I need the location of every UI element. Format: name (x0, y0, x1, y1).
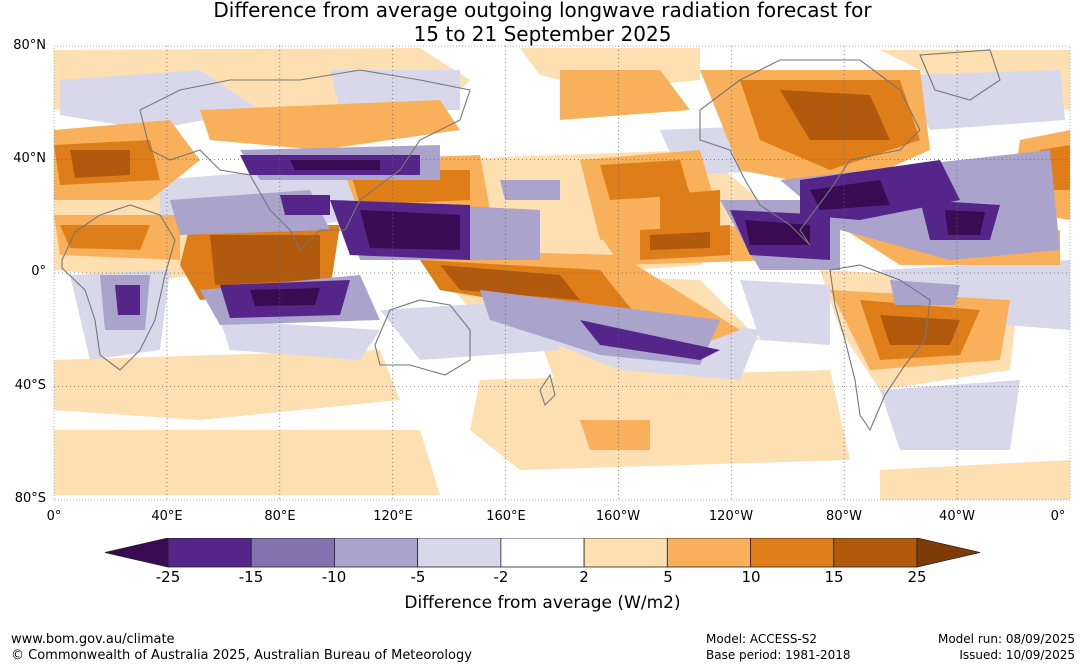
model-run-date: Model run: 08/09/2025 (937, 632, 1075, 646)
africa-coastline (61, 204, 176, 371)
colorbar-tick-15: 15 (824, 568, 844, 586)
eurasia-coastline (139, 69, 471, 251)
map-canvas (53, 45, 1071, 501)
colorbar-low-arrow (105, 538, 169, 568)
colorbar-cell (417, 538, 502, 568)
north-america-coastline (699, 59, 921, 246)
map-frame (53, 45, 1071, 501)
lat-label-0: 0° (31, 264, 46, 279)
graticule (54, 46, 1070, 500)
colorbar-tick-minus-25: -25 (155, 568, 181, 586)
colorbar-cell (250, 538, 335, 568)
map-title-line1: Difference from average outgoing longwav… (213, 0, 872, 22)
lon-label-80w: 80°W (826, 509, 862, 524)
colorbar-cell (750, 538, 835, 568)
lon-label-120w: 120°W (708, 509, 754, 524)
map-title-line2: 15 to 21 September 2025 (413, 22, 672, 46)
australia-coastline (374, 299, 471, 376)
lon-label-40e: 40°E (151, 509, 183, 524)
colorbar-tick-5: 5 (663, 568, 673, 586)
lat-label-80s: 80°S (14, 491, 46, 506)
new-zealand-coastline (539, 373, 556, 407)
colorbar-tick-minus-15: -15 (238, 568, 264, 586)
map-title: Difference from average outgoing longwav… (0, 0, 1085, 46)
colorbar-tick-10: 10 (741, 568, 761, 586)
lat-label-80n: 80°N (13, 38, 46, 53)
anomaly-shading (54, 48, 1070, 500)
lon-label-40w: 40°W (939, 509, 975, 524)
colorbar (105, 538, 980, 568)
colorbar-cell (167, 538, 252, 568)
colorbar-tick-minus-10: -10 (321, 568, 347, 586)
colorbar-cell (334, 538, 419, 568)
copyright-notice: © Commonwealth of Australia 2025, Austra… (11, 648, 472, 663)
base-period: Base period: 1981-2018 (706, 648, 851, 662)
colorbar-cell (583, 538, 668, 568)
colorbar-cell (833, 538, 918, 568)
colorbar-tick-25: 25 (907, 568, 927, 586)
website-link[interactable]: www.bom.gov.au/climate (11, 632, 175, 647)
colorbar-tick-minus-5: -5 (410, 568, 426, 586)
lon-label-80e: 80°E (264, 509, 296, 524)
lon-label-160e: 160°E (486, 509, 526, 524)
olr-anomaly-map: 80°N 40°N 0° 40°S 80°S 0° 40°E 80°E 120°… (13, 38, 1071, 524)
issued-date: Issued: 10/09/2025 (959, 648, 1075, 662)
lon-label-0-left: 0° (46, 509, 62, 524)
lon-label-120e: 120°E (373, 509, 413, 524)
colorbar-cell (500, 538, 585, 568)
lon-label-0-right: 0° (1050, 509, 1066, 524)
colorbar-tick-minus-2: -2 (493, 568, 509, 586)
colorbar-title: Difference from average (W/m2) (404, 593, 681, 613)
colorbar-tick-2: 2 (579, 568, 589, 586)
colorbar-high-arrow (916, 538, 980, 568)
lat-label-40s: 40°S (14, 378, 46, 393)
lat-label-40n: 40°N (13, 151, 46, 166)
greenland-coastline (919, 49, 1001, 101)
coastlines (61, 49, 1001, 432)
lon-label-160w: 160°W (595, 509, 641, 524)
colorbar-cell (666, 538, 751, 568)
model-name: Model: ACCESS-S2 (706, 632, 818, 646)
colorbar-cells (167, 538, 918, 568)
south-america-coastline (829, 264, 931, 432)
